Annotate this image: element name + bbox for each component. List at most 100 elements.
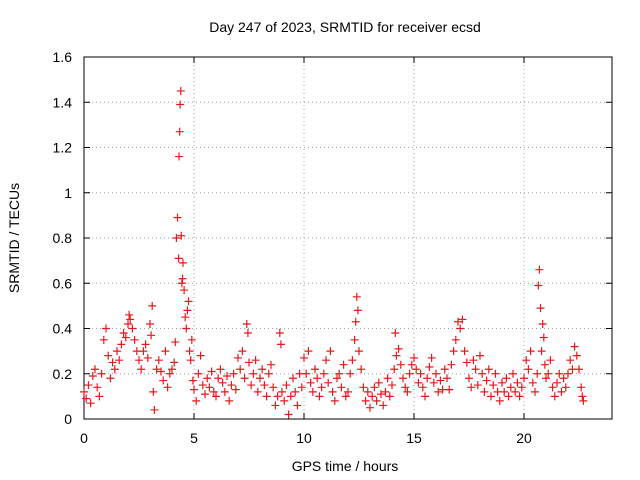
data-point — [88, 372, 97, 381]
data-point — [198, 381, 207, 390]
data-point — [130, 335, 139, 344]
data-point — [502, 374, 511, 383]
data-point — [177, 279, 186, 288]
data-point — [394, 344, 403, 353]
data-points — [80, 86, 588, 419]
data-point — [577, 383, 586, 392]
data-point — [555, 369, 564, 378]
data-point — [416, 369, 425, 378]
data-point — [372, 396, 381, 405]
data-point — [209, 387, 218, 396]
data-point — [335, 369, 344, 378]
data-point — [251, 356, 260, 365]
data-point — [297, 383, 306, 392]
data-point — [243, 329, 252, 338]
data-point — [264, 369, 273, 378]
data-point — [570, 342, 579, 351]
grid — [84, 57, 612, 419]
data-point — [383, 374, 392, 383]
data-point — [491, 369, 500, 378]
data-point — [161, 347, 170, 356]
data-point — [149, 387, 158, 396]
data-point — [177, 231, 186, 240]
data-point — [91, 365, 99, 374]
y-tick-label: 1 — [64, 185, 72, 201]
data-point — [182, 324, 191, 333]
data-point — [412, 365, 421, 374]
data-point — [363, 387, 372, 396]
data-point — [478, 369, 487, 378]
data-point — [366, 403, 374, 412]
data-point — [513, 378, 522, 387]
data-point — [522, 356, 531, 365]
data-point — [440, 365, 449, 374]
data-point — [302, 369, 311, 378]
data-point — [220, 387, 229, 396]
data-point — [407, 360, 416, 369]
data-point — [544, 369, 553, 378]
data-point — [469, 356, 478, 365]
data-point — [97, 369, 106, 378]
data-point — [399, 374, 407, 383]
data-point — [180, 286, 189, 295]
y-axis-label: SRMTID / TECUs — [6, 183, 22, 293]
data-point — [377, 390, 385, 399]
data-point — [317, 383, 326, 392]
data-point — [578, 392, 587, 401]
data-point — [229, 369, 238, 378]
data-point — [147, 331, 156, 340]
data-point — [355, 347, 363, 356]
data-point — [178, 274, 187, 283]
data-point — [476, 351, 484, 360]
data-point — [212, 392, 220, 401]
data-point — [381, 387, 390, 396]
data-point — [214, 374, 223, 383]
data-point — [187, 335, 196, 344]
data-point — [410, 353, 418, 362]
data-point — [480, 387, 489, 396]
y-tick-label: 1.6 — [53, 49, 73, 65]
data-point — [152, 365, 161, 374]
data-point — [258, 365, 267, 374]
data-point — [190, 385, 198, 394]
data-point — [423, 374, 432, 383]
data-point — [421, 392, 429, 401]
data-point — [351, 317, 360, 326]
data-point — [306, 378, 315, 387]
data-point — [218, 378, 227, 387]
data-point — [396, 360, 405, 369]
data-point — [333, 374, 341, 383]
data-point — [119, 329, 128, 338]
data-point — [392, 351, 401, 360]
data-point — [330, 396, 339, 405]
data-point — [115, 356, 124, 365]
data-point — [176, 86, 185, 95]
data-point — [539, 333, 548, 342]
data-point — [506, 383, 515, 392]
data-point — [458, 315, 467, 324]
data-point — [575, 365, 583, 374]
data-point — [487, 392, 495, 401]
data-point — [110, 365, 119, 374]
data-point — [473, 381, 482, 390]
x-tick-label: 15 — [406, 430, 422, 446]
data-point — [511, 387, 520, 396]
data-point — [414, 378, 423, 387]
data-point — [427, 353, 436, 362]
data-point — [148, 301, 157, 310]
data-point — [432, 369, 440, 378]
data-point — [238, 347, 247, 356]
data-point — [93, 383, 102, 392]
data-point — [95, 392, 104, 401]
data-point — [346, 369, 355, 378]
data-point — [564, 369, 572, 378]
data-point — [535, 265, 544, 274]
data-point — [227, 381, 236, 390]
data-point — [403, 387, 412, 396]
y-tick-label: 0.2 — [53, 366, 73, 382]
data-point — [524, 365, 533, 374]
data-point — [108, 358, 117, 367]
data-point — [495, 396, 504, 405]
data-point — [572, 351, 581, 360]
data-point — [286, 392, 295, 401]
